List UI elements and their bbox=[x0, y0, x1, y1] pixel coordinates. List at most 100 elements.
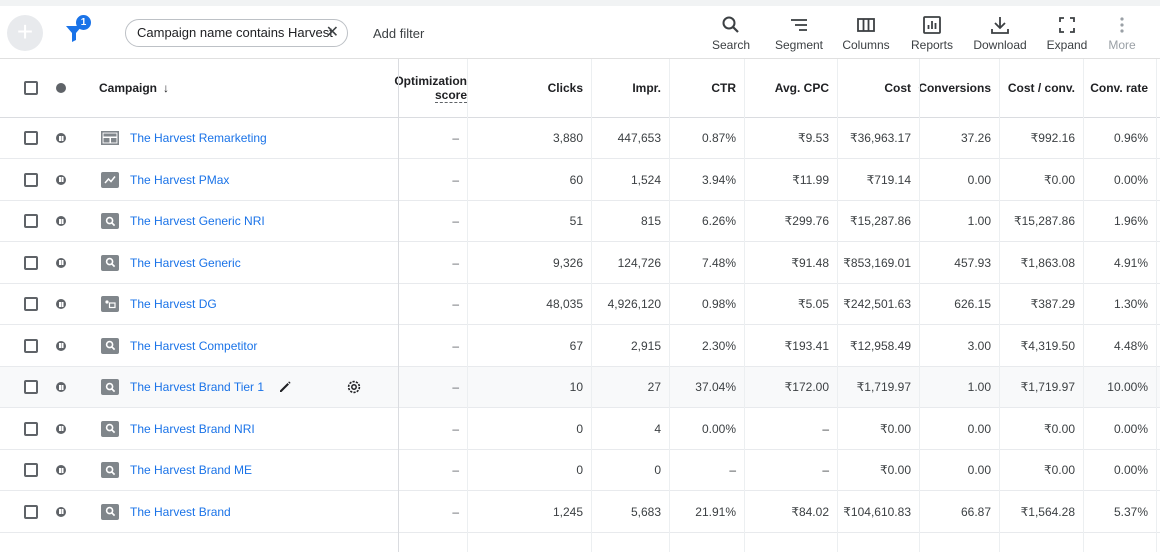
paused-status-icon bbox=[56, 340, 66, 351]
conv-rate-cell: 1.30% bbox=[1113, 297, 1148, 311]
table-row[interactable]: The Harvest Brand – 1,245 5,683 21.91% ₹84.02… bbox=[0, 491, 1160, 533]
optimization-score-header[interactable]: Optimization score bbox=[392, 59, 467, 117]
row-checkbox-cell[interactable] bbox=[24, 160, 38, 200]
more-button[interactable]: More bbox=[1104, 14, 1140, 58]
table-row[interactable]: The Harvest DG – 48,035 4,926,120 0.98% ₹5.05… bbox=[0, 284, 1160, 325]
column-divider bbox=[591, 59, 592, 552]
select-all-checkbox[interactable] bbox=[24, 81, 38, 95]
row-checkbox[interactable] bbox=[24, 463, 38, 477]
row-checkbox-cell[interactable] bbox=[24, 284, 38, 324]
search-campaign-icon bbox=[101, 379, 119, 395]
campaign-name-link[interactable]: The Harvest Competitor bbox=[130, 338, 258, 353]
status-cell[interactable] bbox=[56, 367, 66, 407]
conversions-header[interactable]: Conversions bbox=[918, 81, 991, 95]
paused-status-icon bbox=[56, 299, 66, 309]
cost-per-conv-cell: ₹1,719.97 bbox=[1020, 380, 1075, 394]
table-row[interactable]: The Harvest Generic NRI – 51 815 6.26% ₹299.7… bbox=[0, 201, 1160, 242]
status-cell[interactable] bbox=[56, 326, 66, 366]
row-checkbox-cell[interactable] bbox=[24, 326, 38, 366]
filter-chip[interactable]: Campaign name contains Harvest ✕ bbox=[125, 19, 348, 47]
campaign-name-link[interactable]: The Harvest Brand NRI bbox=[130, 421, 255, 436]
paused-status-icon bbox=[56, 423, 66, 434]
status-cell[interactable] bbox=[56, 160, 66, 200]
row-checkbox[interactable] bbox=[24, 214, 38, 228]
table-row[interactable]: The Harvest Brand ME – 0 0 – – ₹0.00 0.00 ₹0.00 0… bbox=[0, 450, 1160, 491]
conv-rate-cell: 4.91% bbox=[1113, 255, 1148, 270]
campaign-header[interactable]: Campaign ↓ bbox=[99, 59, 169, 117]
close-icon[interactable]: ✕ bbox=[325, 24, 339, 41]
reports-button[interactable]: Reports bbox=[908, 14, 956, 58]
row-checkbox-cell[interactable] bbox=[24, 409, 38, 449]
edit-pencil-icon[interactable] bbox=[278, 380, 292, 394]
row-checkbox[interactable] bbox=[24, 421, 38, 436]
conversions-cell: 1.00 bbox=[967, 214, 991, 228]
download-button[interactable]: Download bbox=[970, 14, 1030, 58]
campaign-name-link[interactable]: The Harvest DG bbox=[130, 297, 217, 311]
conv-rate-header[interactable]: Conv. rate bbox=[1090, 81, 1148, 95]
impr-cell: 447,653 bbox=[617, 131, 661, 145]
settings-cell[interactable] bbox=[345, 367, 363, 407]
expand-button[interactable]: Expand bbox=[1044, 14, 1090, 58]
cost-cell: ₹104,610.83 bbox=[843, 504, 911, 519]
table-row[interactable]: The Harvest Competitor – 67 2,915 2.30% ₹193.… bbox=[0, 325, 1160, 367]
cost-per-conv-header[interactable]: Cost / conv. bbox=[1007, 81, 1075, 95]
row-checkbox[interactable] bbox=[24, 172, 38, 187]
status-cell[interactable] bbox=[56, 492, 66, 532]
row-checkbox-cell[interactable] bbox=[24, 243, 38, 283]
table-row[interactable]: The Harvest Brand Tier 1 – 10 27 37.04% ₹172.… bbox=[0, 367, 1160, 408]
row-checkbox[interactable] bbox=[24, 338, 38, 353]
impr-header[interactable]: Impr. bbox=[632, 81, 661, 95]
avg-cpc-header[interactable]: Avg. CPC bbox=[774, 81, 829, 95]
row-checkbox-cell[interactable] bbox=[24, 118, 38, 158]
row-checkbox-cell[interactable] bbox=[24, 367, 38, 407]
paused-status-icon bbox=[56, 465, 66, 475]
status-cell[interactable] bbox=[56, 243, 66, 283]
segment-button[interactable]: Segment bbox=[772, 14, 826, 58]
campaign-header-label: Campaign bbox=[99, 81, 158, 95]
add-campaign-button[interactable]: + bbox=[7, 15, 43, 51]
filter-icon[interactable] bbox=[65, 20, 87, 44]
campaign-name-link[interactable]: The Harvest Brand bbox=[130, 504, 231, 519]
row-checkbox[interactable] bbox=[24, 504, 38, 519]
status-cell[interactable] bbox=[56, 409, 66, 449]
clicks-header[interactable]: Clicks bbox=[547, 81, 583, 95]
status-cell[interactable] bbox=[56, 201, 66, 241]
status-header[interactable] bbox=[56, 59, 66, 117]
clicks-cell: 51 bbox=[569, 214, 583, 228]
search-button[interactable]: Search bbox=[708, 14, 754, 58]
status-cell[interactable] bbox=[56, 450, 66, 490]
row-checkbox[interactable] bbox=[24, 380, 38, 394]
row-checkbox[interactable] bbox=[24, 131, 38, 145]
cost-header[interactable]: Cost bbox=[884, 81, 911, 95]
campaign-name-link[interactable]: The Harvest Brand Tier 1 bbox=[130, 380, 265, 394]
cost-per-conv-cell: ₹0.00 bbox=[1044, 172, 1075, 187]
campaign-name-link[interactable]: The Harvest Generic bbox=[130, 255, 241, 270]
conv-rate-cell: 1.96% bbox=[1113, 214, 1148, 228]
paused-status-icon bbox=[56, 216, 66, 226]
table-row[interactable]: The Harvest Brand NRI – 0 4 0.00% – ₹0.00 0.00 ₹… bbox=[0, 408, 1160, 450]
add-filter-button[interactable]: Add filter bbox=[373, 26, 425, 41]
row-checkbox-cell[interactable] bbox=[24, 492, 38, 532]
conv-rate-cell: 5.37% bbox=[1113, 504, 1148, 519]
row-checkbox-cell[interactable] bbox=[24, 201, 38, 241]
status-dot-icon bbox=[56, 83, 66, 93]
row-checkbox[interactable] bbox=[24, 297, 38, 311]
table-row[interactable]: The Harvest Remarketing – 3,880 447,653 0.87… bbox=[0, 118, 1160, 159]
conversions-cell: 0.00 bbox=[967, 463, 991, 477]
row-checkbox-cell[interactable] bbox=[24, 450, 38, 490]
campaign-cell: The Harvest Brand bbox=[101, 492, 231, 532]
status-cell[interactable] bbox=[56, 284, 66, 324]
table-row[interactable]: The Harvest PMax – 60 1,524 3.94% ₹11.99 ₹719.… bbox=[0, 159, 1160, 201]
gear-icon[interactable] bbox=[345, 378, 363, 396]
ctr-header[interactable]: CTR bbox=[711, 81, 736, 95]
columns-button[interactable]: Columns bbox=[840, 14, 892, 58]
row-checkbox[interactable] bbox=[24, 255, 38, 270]
table-row[interactable]: The Harvest Generic – 9,326 124,726 7.48% ₹91… bbox=[0, 242, 1160, 284]
status-cell[interactable] bbox=[56, 118, 66, 158]
campaign-name-link[interactable]: The Harvest Generic NRI bbox=[130, 214, 265, 228]
campaign-name-link[interactable]: The Harvest PMax bbox=[130, 172, 230, 187]
campaign-name-link[interactable]: The Harvest Remarketing bbox=[130, 131, 267, 145]
select-all-checkbox-cell[interactable] bbox=[24, 59, 38, 117]
campaign-name-link[interactable]: The Harvest Brand ME bbox=[130, 463, 253, 477]
cost-cell: ₹12,958.49 bbox=[849, 338, 911, 353]
